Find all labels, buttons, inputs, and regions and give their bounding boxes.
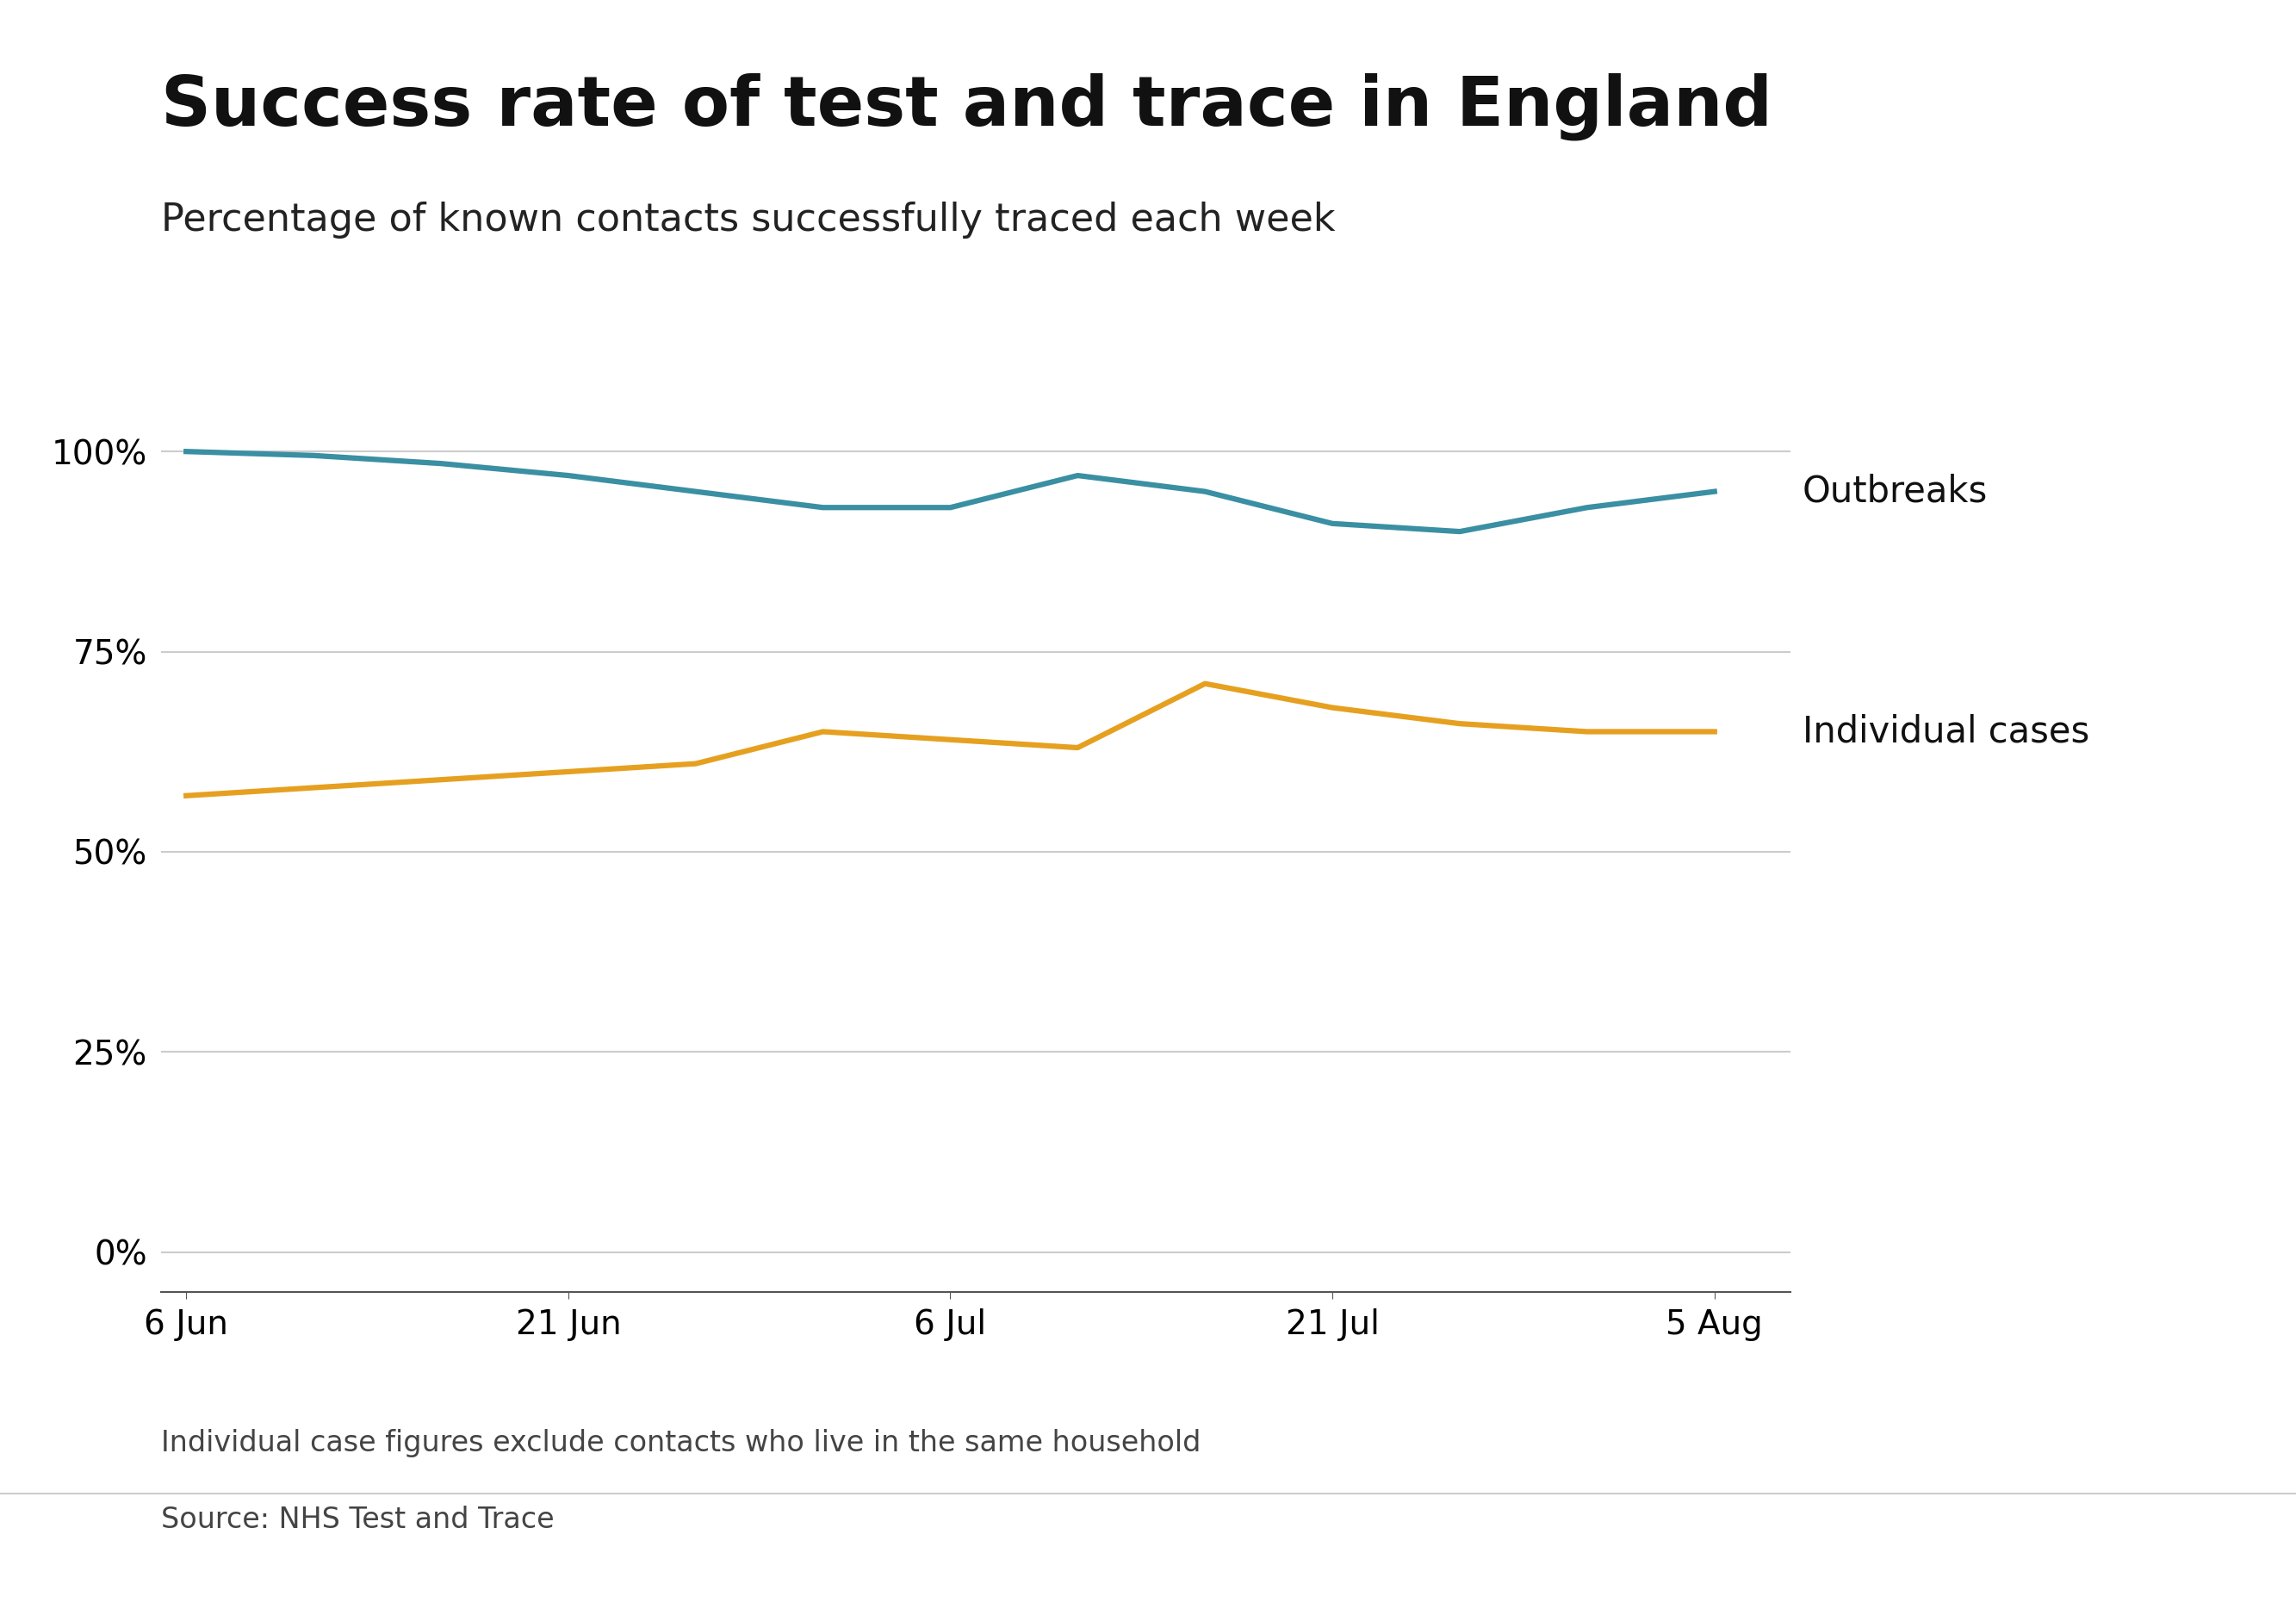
Text: Percentage of known contacts successfully traced each week: Percentage of known contacts successfull… <box>161 202 1334 239</box>
Text: Outbreaks: Outbreaks <box>1802 473 1988 510</box>
Text: Individual cases: Individual cases <box>1802 714 2089 749</box>
Text: Success rate of test and trace in England: Success rate of test and trace in Englan… <box>161 73 1773 141</box>
Text: Source: NHS Test and Trace: Source: NHS Test and Trace <box>161 1505 553 1534</box>
Text: BBC: BBC <box>2110 1534 2206 1576</box>
Text: Individual case figures exclude contacts who live in the same household: Individual case figures exclude contacts… <box>161 1429 1201 1458</box>
